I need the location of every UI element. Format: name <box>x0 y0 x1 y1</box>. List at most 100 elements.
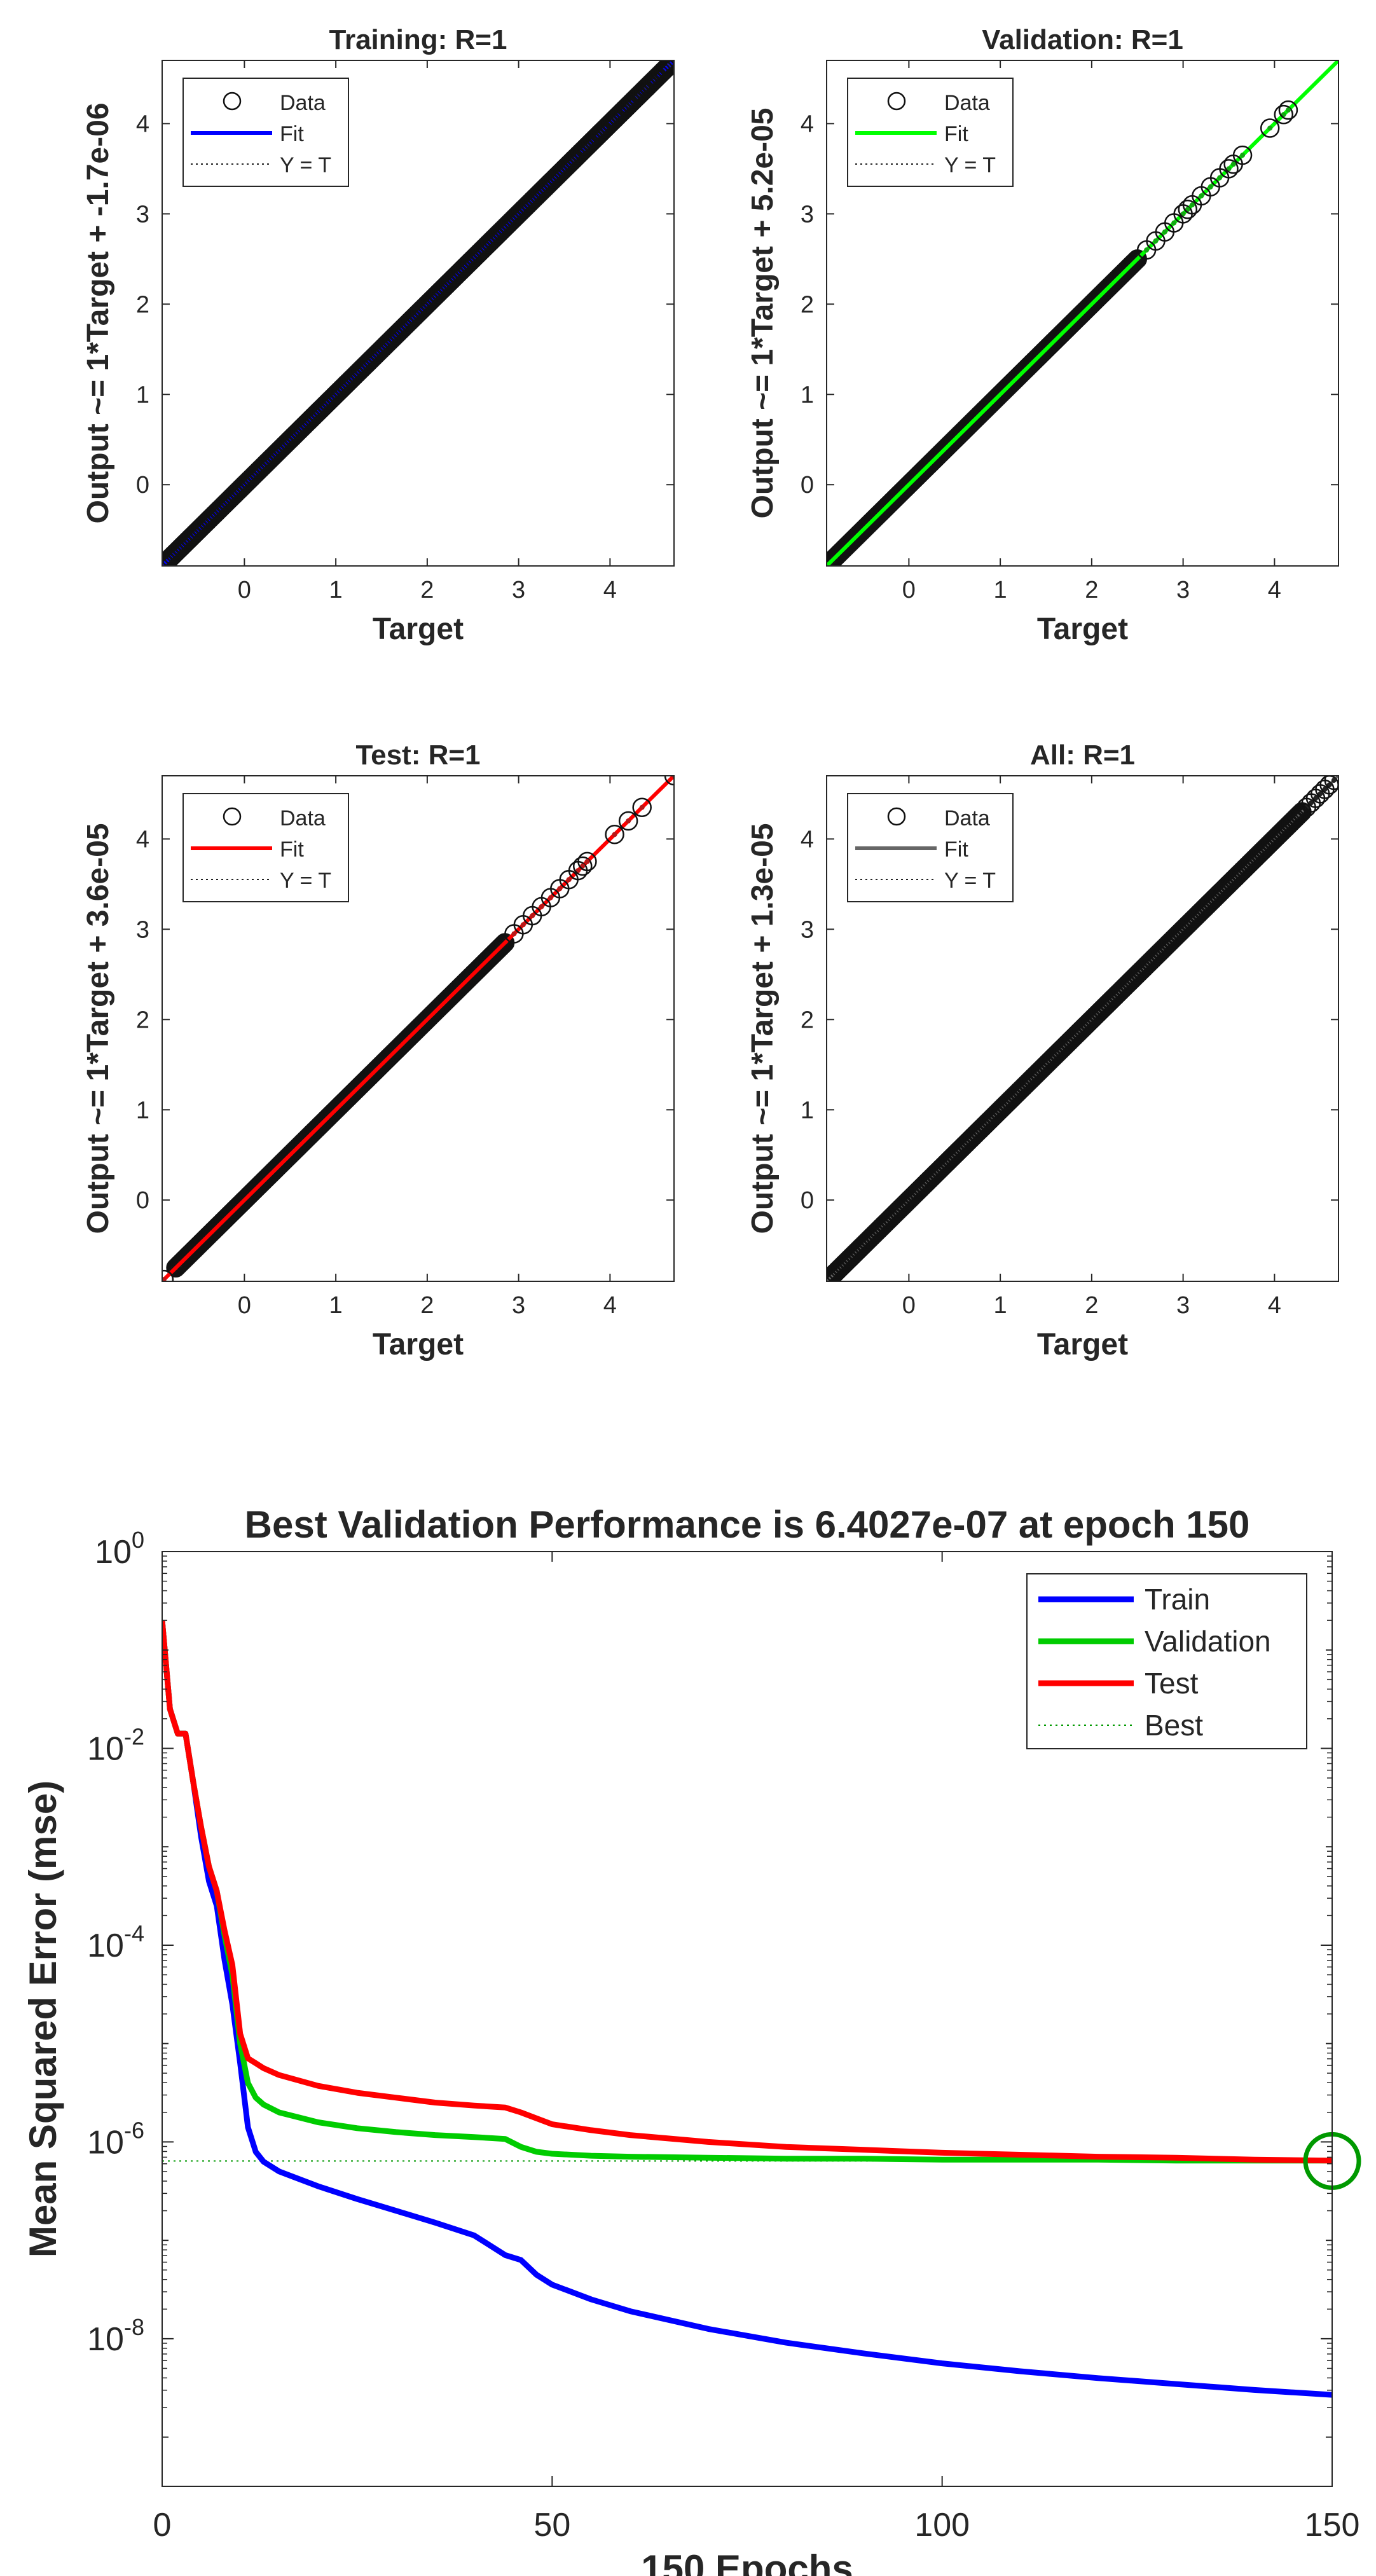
x-tick-label: 4 <box>1268 577 1281 603</box>
x-tick-label: 50 <box>533 2507 570 2544</box>
data-marker <box>1120 257 1139 277</box>
data-marker <box>605 825 624 844</box>
data-marker <box>490 938 509 958</box>
axes-box <box>162 1551 1333 2487</box>
x-tick-label: 2 <box>420 577 434 603</box>
data-point <box>1230 162 1236 167</box>
axes-box <box>826 60 1339 567</box>
legend: Data Fit Y = T <box>182 793 349 902</box>
y-tick-label: 4 <box>136 111 149 137</box>
x-tick-label: 0 <box>902 577 916 603</box>
x-tick-label: 3 <box>1176 577 1190 603</box>
data-marker <box>1126 250 1146 270</box>
data-point <box>584 858 590 864</box>
x-tick-label: 0 <box>902 1292 916 1319</box>
data-marker <box>659 60 674 75</box>
data-marker <box>162 1269 174 1281</box>
series-line-test <box>162 1620 1332 2164</box>
data-marker <box>492 936 512 956</box>
legend-data-label: Data <box>944 806 990 830</box>
data-markers-overlay <box>827 802 1312 1281</box>
legend-data-label: Data <box>944 91 990 115</box>
panel-title: All: R=1 <box>1030 740 1135 771</box>
x-tick-label: 100 <box>914 2507 970 2544</box>
data-point <box>547 895 553 900</box>
legend: Data Fit Y = T <box>182 78 349 187</box>
legend-data-label: Data <box>280 806 326 830</box>
data-marker <box>494 934 514 954</box>
x-axis-label: 150 Epochs <box>641 2547 853 2576</box>
legend-data-marker <box>887 807 906 826</box>
y-axis-label: Output ~= 1*Target + -1.7e-06 <box>81 103 115 524</box>
x-axis-label: Target <box>373 612 464 646</box>
y-axis-label: Output ~= 1*Target + 1.3e-05 <box>746 823 780 1234</box>
data-point <box>626 818 631 823</box>
legend-data-marker <box>887 92 906 111</box>
legend-best-label: Best <box>1145 1709 1203 1742</box>
performance-plot: Best Validation Performance is 6.4027e-0… <box>22 1503 1361 2576</box>
data-markers <box>827 249 1147 566</box>
y-tick-label: 4 <box>801 826 814 853</box>
x-tick-label: 3 <box>512 1292 525 1319</box>
data-marker <box>1286 808 1307 827</box>
data-marker <box>1285 808 1305 829</box>
y-tick-label: 1 <box>801 1097 814 1124</box>
y-tick-label: 1 <box>136 382 149 408</box>
data-marker <box>1290 804 1310 824</box>
x-tick-label: 1 <box>994 1292 1007 1319</box>
regression-panel-validation: Validation: R=1 0 1 2 3 4 0 1 2 3 4 Target Output ~=… <box>746 24 1339 646</box>
data-marker <box>577 851 597 872</box>
data-marker <box>618 811 638 831</box>
data-marker <box>493 935 513 955</box>
data-marker <box>632 797 652 817</box>
regression-panel-test: Test: R=1 0 1 2 3 4 0 1 2 3 4 Target Output ~= 1*Tar… <box>81 740 675 1361</box>
y-tick-label: 10-4 <box>87 1920 144 1964</box>
data-marker <box>1178 199 1198 219</box>
legend-yt-label: Y = T <box>280 869 331 893</box>
y-tick-label: 10-8 <box>87 2314 144 2358</box>
data-point <box>1285 107 1291 113</box>
data-point <box>162 1277 167 1281</box>
legend: Data Fit Y = T <box>847 793 1014 902</box>
data-marker <box>1292 802 1312 822</box>
data-point <box>530 913 535 919</box>
data-marker <box>1121 256 1141 275</box>
data-point <box>1171 220 1177 226</box>
legend-yt-label: Y = T <box>944 153 996 177</box>
x-tick-label: 4 <box>603 577 617 603</box>
data-marker <box>1289 805 1309 825</box>
x-tick-label: 1 <box>329 1292 343 1319</box>
y-tick-label: 2 <box>801 291 814 318</box>
x-tick-label: 1 <box>994 577 1007 603</box>
data-point <box>1240 153 1246 158</box>
axes-box <box>162 775 675 1282</box>
data-point <box>520 922 526 928</box>
y-tick-label: 3 <box>136 201 149 228</box>
data-marker <box>1125 251 1145 271</box>
x-tick-label: 1 <box>329 577 343 603</box>
legend-data-marker <box>223 807 242 826</box>
regression-panel-all: All: R=1 0 1 2 3 4 0 1 2 3 4 Target Output ~= 1*Targ… <box>746 740 1339 1361</box>
data-point <box>639 804 645 810</box>
data-point <box>1217 175 1223 181</box>
data-marker <box>1288 806 1307 826</box>
regression-panel-training: Training: R=1 0 1 2 3 4 0 1 2 3 4 Target Output ~= 1… <box>81 24 675 646</box>
data-point <box>566 877 572 883</box>
performance-title: Best Validation Performance is 6.4027e-0… <box>245 1503 1250 1546</box>
data-marker <box>1219 159 1239 179</box>
x-tick-label: 4 <box>603 1292 617 1319</box>
data-marker <box>1291 803 1311 823</box>
x-tick-label: 0 <box>238 577 251 603</box>
x-tick-label: 0 <box>238 1292 251 1319</box>
data-point <box>1144 247 1150 253</box>
performance-legend: Train Validation Test Best <box>1026 1573 1307 1749</box>
y-tick-label: 100 <box>95 1527 144 1571</box>
data-marker <box>1284 809 1304 829</box>
data-marker <box>1278 100 1298 120</box>
x-tick-label: 4 <box>1268 1292 1281 1319</box>
legend-fit-label: Fit <box>944 122 968 146</box>
legend-fit-label: Fit <box>280 122 304 146</box>
data-marker <box>1324 776 1338 790</box>
y-axis-label: Output ~= 1*Target + 3.6e-05 <box>81 823 115 1234</box>
data-marker <box>658 60 674 76</box>
